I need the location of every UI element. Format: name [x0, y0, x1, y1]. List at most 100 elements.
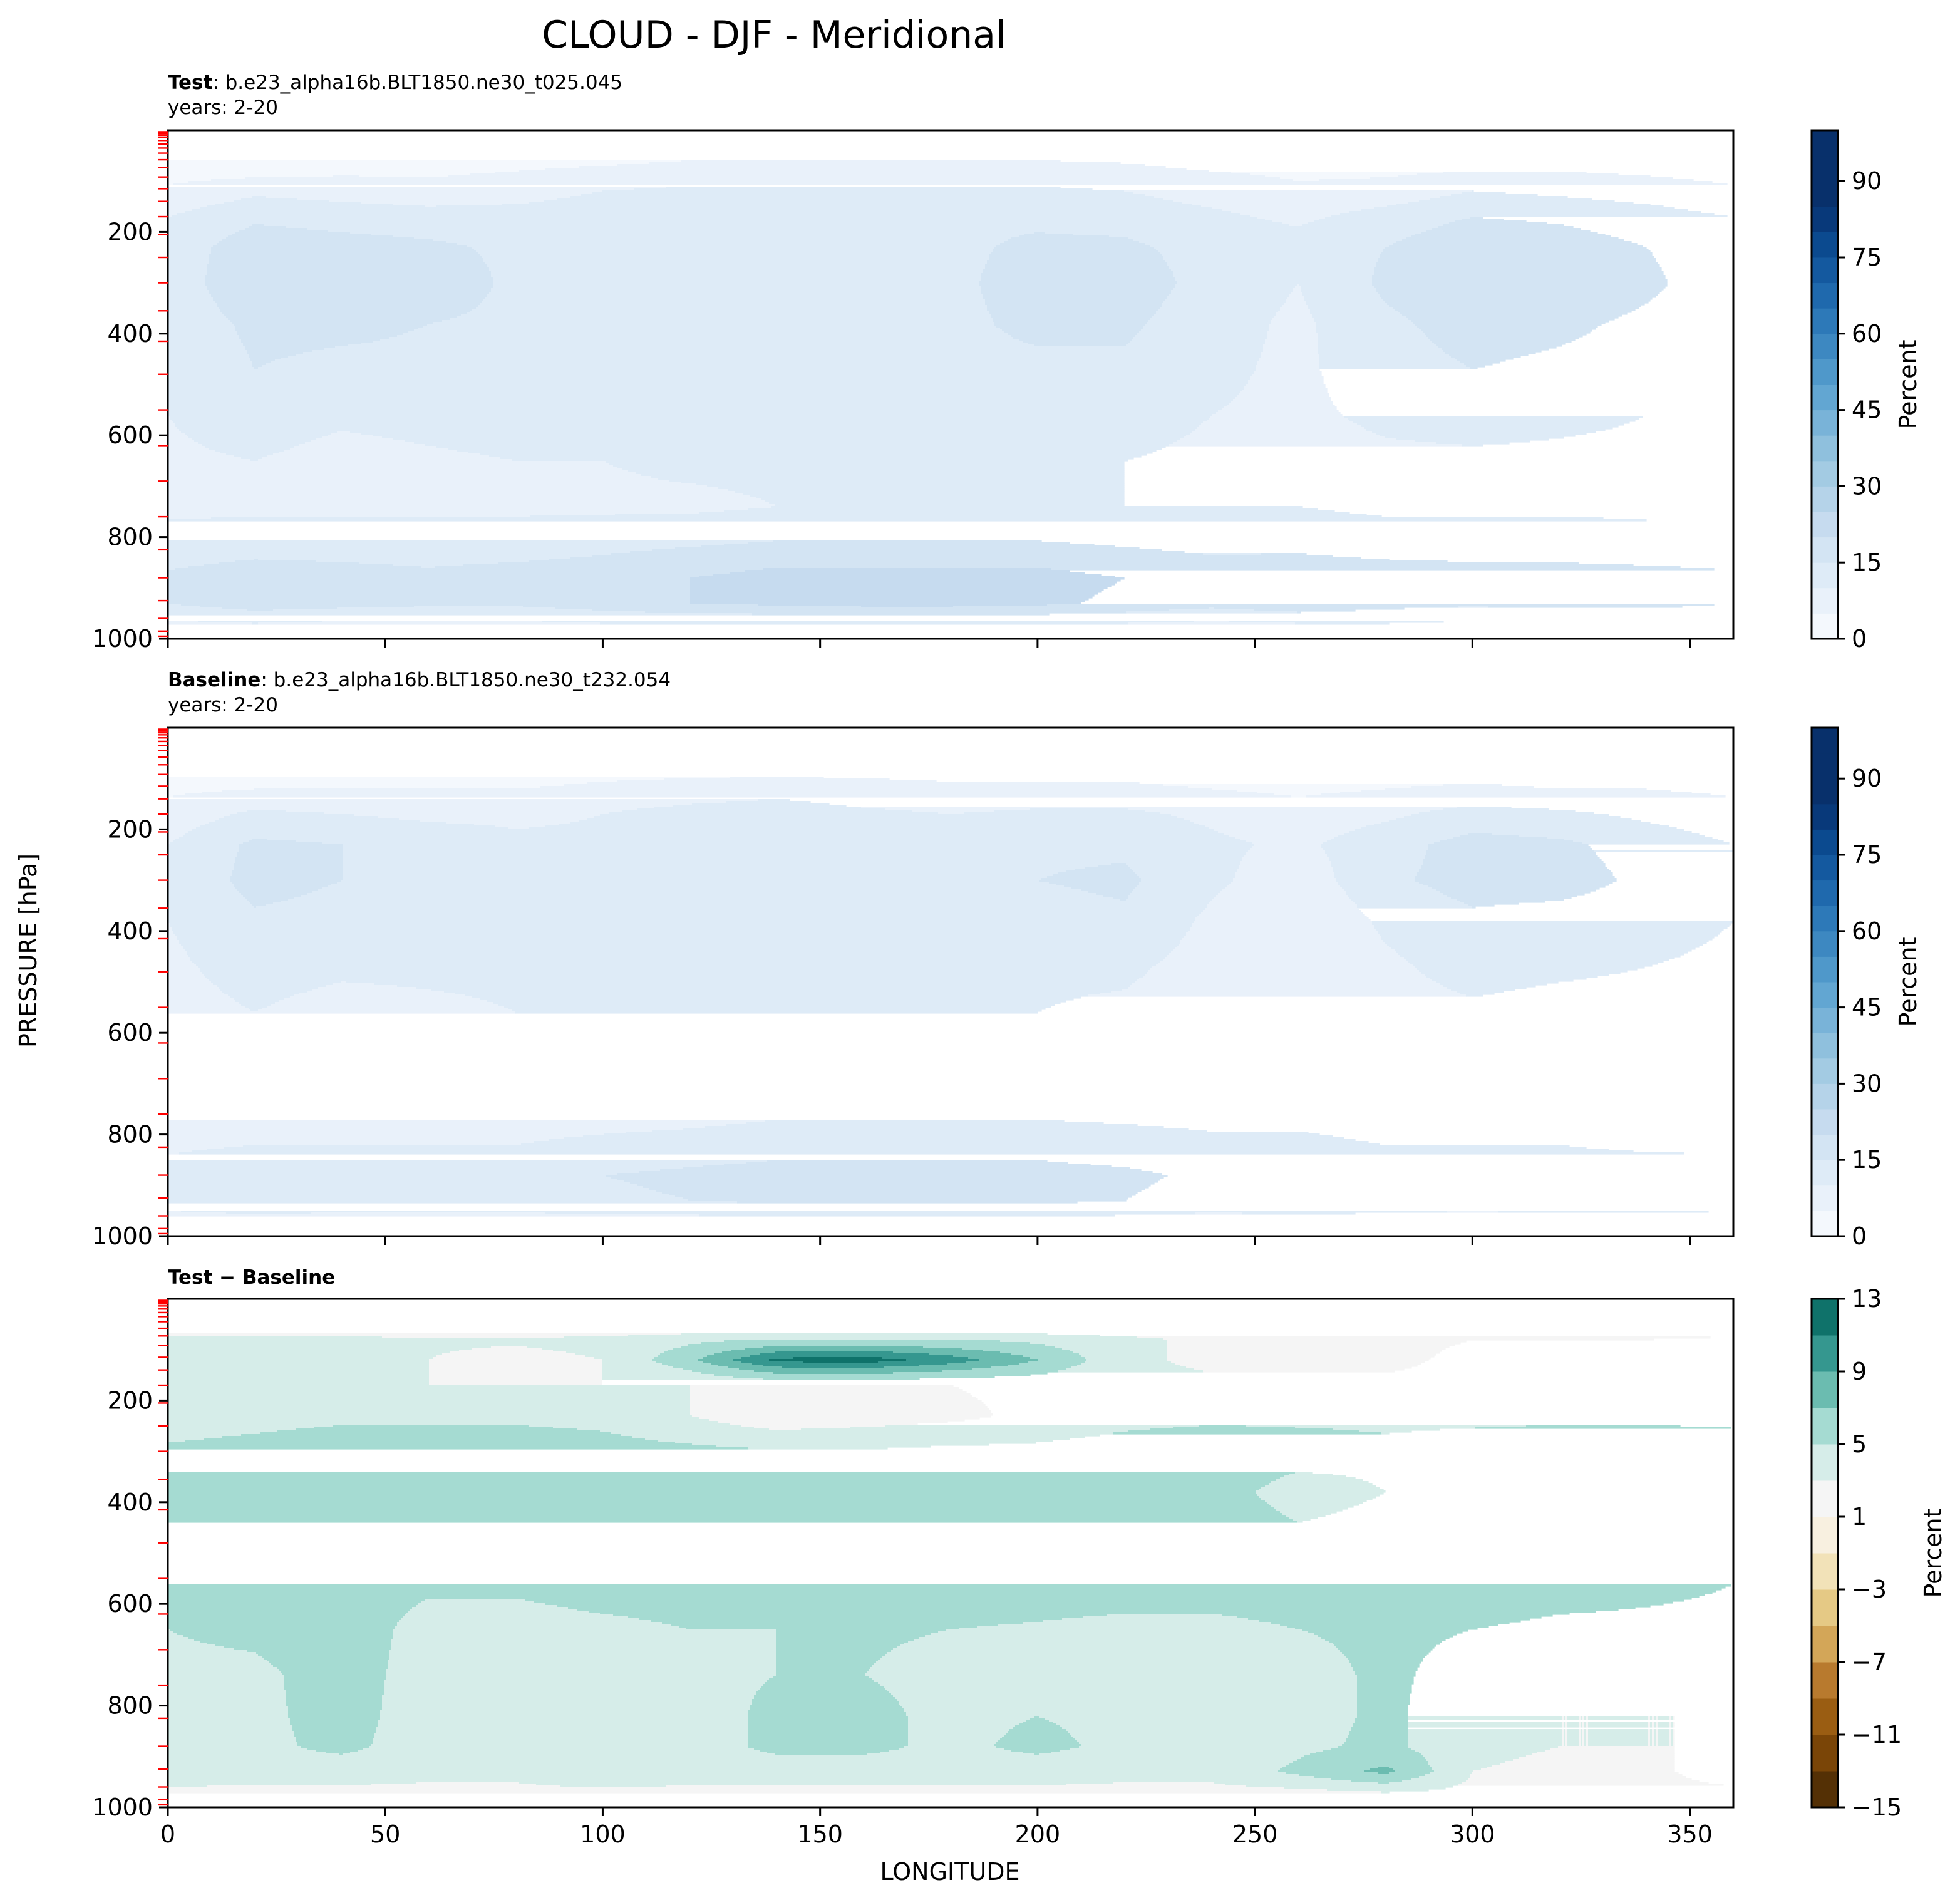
- contour-cell: [1280, 1511, 1337, 1514]
- contour-cell: [1451, 989, 1515, 991]
- contour-cell: [1167, 955, 1401, 958]
- contour-cell: [1011, 1353, 1080, 1356]
- contour-cell: [767, 1752, 880, 1754]
- contour-cell: [243, 895, 302, 897]
- contour-cell: [666, 1785, 1247, 1788]
- contour-cell: [714, 1353, 760, 1356]
- contour-cell: [472, 247, 995, 249]
- contour-cell: [1316, 329, 1421, 332]
- contour-cell: [1419, 869, 1609, 871]
- contour-cell: [1218, 410, 1339, 413]
- contour-cell: [207, 266, 488, 268]
- contour-cell: [979, 284, 1175, 287]
- contour-cell: [316, 560, 529, 563]
- contour-cell: [765, 500, 1125, 503]
- contour-cell: [707, 485, 1125, 488]
- contour-cell: [1304, 296, 1380, 298]
- contour-cell: [869, 1669, 1354, 1671]
- contour-cell: [1586, 1733, 1589, 1735]
- contour-cell: [1421, 232, 1598, 234]
- contour-cell: [483, 260, 988, 262]
- contour-cell: [168, 239, 223, 242]
- contour-cell: [168, 1737, 296, 1739]
- contour-cell: [168, 1008, 249, 1010]
- contour-cell: [188, 1637, 394, 1639]
- contour-cell: [222, 1436, 632, 1438]
- contour-cell: [343, 874, 1053, 877]
- contour-cell: [168, 621, 199, 623]
- contour-cell: [429, 1365, 602, 1367]
- contour-cell: [683, 1197, 1128, 1200]
- contour-cell: [172, 215, 1251, 217]
- contour-cell: [1652, 1725, 1654, 1728]
- contour-cell: [380, 1718, 749, 1720]
- contour-cell: [545, 168, 1187, 170]
- contour-cell: [175, 423, 1202, 426]
- contour-cell: [1257, 217, 1326, 219]
- contour-cell: [1216, 895, 1348, 897]
- contour-cell: [168, 1475, 1284, 1478]
- contour-cell: [405, 1614, 614, 1617]
- contour-cell: [378, 1723, 749, 1726]
- contour-cell: [1381, 1791, 1390, 1794]
- contour-cell: [1068, 1731, 1350, 1733]
- contour-cell: [1299, 284, 1373, 287]
- contour-cell: [168, 570, 745, 572]
- contour-cell: [168, 256, 210, 259]
- contour-cell: [748, 1733, 909, 1735]
- contour-cell: [1167, 1340, 1467, 1343]
- contour-cell: [168, 801, 726, 803]
- contour-cell: [690, 1404, 986, 1407]
- contour-cell: [230, 878, 343, 880]
- contour-cell: [168, 1410, 691, 1412]
- contour-cell: [446, 822, 570, 824]
- contour-cell: [1194, 822, 1382, 824]
- contour-cell: [1058, 872, 1136, 875]
- contour-cell: [1357, 1684, 1412, 1686]
- contour-cell: [1304, 299, 1384, 302]
- contour-cell: [168, 594, 691, 597]
- contour-cell: [557, 1605, 1651, 1608]
- contour-cell: [1240, 391, 1328, 394]
- contour-cell: [1323, 1750, 1416, 1752]
- contour-cell: [1658, 1738, 1669, 1741]
- colorbar-segment: [1812, 880, 1838, 906]
- contour-cell: [1145, 324, 1269, 326]
- contour-cell: [168, 307, 219, 309]
- panel-diff-title: Test − Baseline: [168, 1266, 335, 1289]
- contour-cell: [1280, 177, 1371, 180]
- contour-cell: [1272, 318, 1314, 321]
- contour-cell: [168, 1631, 174, 1634]
- contour-cell: [1654, 1740, 1656, 1743]
- contour-cell: [1133, 337, 1267, 339]
- contour-cell: [168, 448, 210, 450]
- contour-cell: [168, 839, 176, 841]
- contour-cell: [1658, 1718, 1669, 1720]
- contour-cell: [281, 901, 1211, 903]
- contour-cell: [613, 465, 1125, 467]
- contour-cell: [1062, 1727, 1352, 1730]
- contour-cell: [1250, 173, 1418, 176]
- contour-cell: [1083, 1616, 1237, 1619]
- contour-cell: [606, 1175, 1168, 1177]
- contour-cell: [1188, 786, 1412, 788]
- contour-cell: [168, 1504, 1269, 1506]
- contour-cell: [220, 309, 473, 311]
- panel-baseline-subtitle: years: 2-20: [168, 694, 278, 716]
- contour-cell: [168, 919, 1196, 922]
- contour-cell: [237, 889, 319, 892]
- contour-cell: [1457, 899, 1564, 901]
- contour-cell: [168, 942, 180, 944]
- contour-cell: [170, 416, 1211, 418]
- contour-cell: [1278, 311, 1311, 313]
- contour-cell: [1265, 339, 1318, 341]
- contour-cell: [1581, 1729, 1583, 1732]
- contour-cell: [1588, 1722, 1649, 1724]
- contour-cell: [1565, 1722, 1568, 1724]
- contour-cell: [730, 777, 824, 779]
- contour-cell: [230, 996, 291, 999]
- contour-cell: [908, 1738, 1001, 1741]
- contour-cell: [1190, 927, 1375, 929]
- contour-cell: [1562, 1729, 1564, 1732]
- contour-cell: [322, 621, 542, 623]
